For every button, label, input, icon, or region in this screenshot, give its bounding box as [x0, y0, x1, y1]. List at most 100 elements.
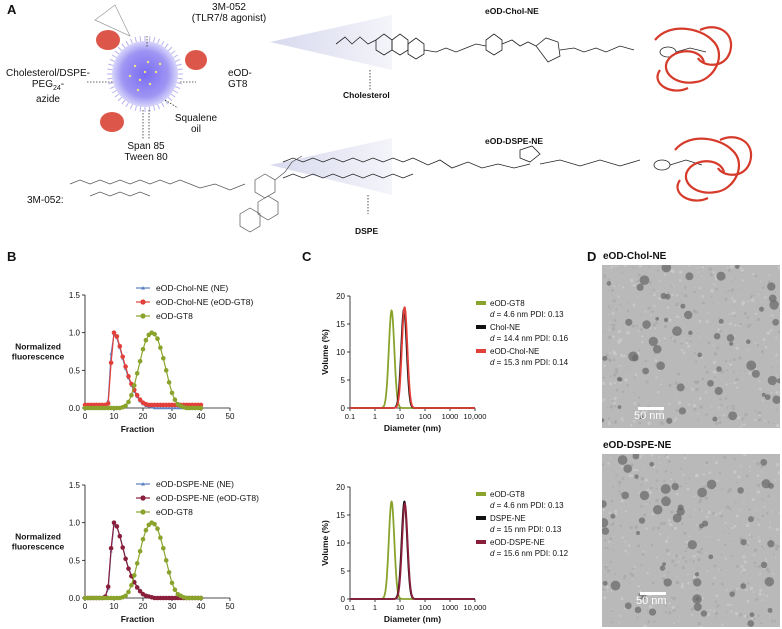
- data-point: [140, 346, 146, 352]
- data-point: [158, 535, 163, 541]
- series-line: [350, 309, 475, 409]
- data-point: [137, 358, 143, 364]
- data-point: [108, 545, 114, 551]
- y-tick-label: 5: [341, 567, 346, 576]
- series-line: [350, 307, 475, 409]
- legend-swatch: [476, 492, 486, 496]
- y-tick-label: 20: [336, 483, 345, 492]
- data-point: [111, 330, 117, 335]
- x-tick-label: 30: [168, 412, 177, 421]
- legend-marker: [140, 495, 146, 501]
- series-line: [85, 523, 201, 599]
- tem-bottom-title: eOD-DSPE-NE: [603, 440, 672, 451]
- protein-icon: [96, 30, 207, 132]
- nanoemulsion-particle: [107, 36, 183, 112]
- x-tick-label: 10: [110, 412, 119, 421]
- x-tick-label: 20: [139, 602, 148, 611]
- legend-label: eOD-DSPE-NE: [490, 538, 545, 547]
- y-tick-label: 5: [341, 376, 346, 385]
- legend-swatch: [476, 301, 486, 305]
- data-point: [126, 374, 131, 379]
- series-line: [350, 306, 475, 409]
- x-tick-label: 10,000: [464, 603, 487, 612]
- chol-ne-title: eOD-Chol-NE: [485, 6, 539, 16]
- x-axis-label: Fraction: [121, 424, 155, 434]
- data-point: [163, 558, 169, 563]
- data-point: [143, 337, 149, 343]
- panel-letter-c: C: [302, 249, 312, 264]
- chol-anchor-cone: [270, 15, 392, 70]
- series-line: [85, 521, 201, 599]
- legend-stats: d = 4.6 nm PDI: 0.13: [490, 501, 564, 510]
- legend-label: eOD-Chol-NE: [490, 347, 539, 356]
- y-tick-label: 1.0: [69, 329, 81, 338]
- series-line: [85, 521, 201, 599]
- y-tick-label: 15: [336, 511, 345, 520]
- legend-swatch: [476, 325, 486, 329]
- zoom-triangle: [94, 4, 131, 37]
- data-point: [143, 527, 149, 533]
- data-point: [198, 405, 204, 411]
- panel-a-schematic: [69, 4, 753, 233]
- x-tick-label: 40: [197, 412, 206, 421]
- y-tick-label: 1.0: [69, 519, 81, 528]
- y-tick-label: 0.0: [69, 404, 81, 413]
- scale-bar-label: 50 nm: [634, 410, 665, 422]
- series-line: [350, 502, 475, 600]
- legend-label: eOD-DSPE-NE (eOD-GT8): [156, 493, 259, 503]
- data-point: [158, 345, 163, 351]
- y-tick-label: 0: [341, 595, 346, 604]
- x-tick-label: 1000: [442, 603, 459, 612]
- data-point: [114, 524, 120, 529]
- surfactant-label: Span 85 Tween 80: [124, 141, 168, 163]
- legend-stats: d = 15.6 nm PDI: 0.12: [490, 549, 569, 558]
- antigen-label: eOD- GT8: [228, 68, 252, 90]
- y-tick-label: 15: [336, 320, 345, 329]
- data-point: [123, 364, 128, 369]
- y-axis-label: Volume (%): [320, 329, 330, 375]
- data-point: [172, 587, 178, 593]
- data-point: [155, 406, 160, 410]
- data-point: [132, 383, 137, 388]
- y-tick-label: 0: [341, 404, 346, 413]
- data-point: [132, 573, 137, 578]
- data-point: [169, 390, 175, 396]
- agonist-label: 3M-052 (TLR7/8 agonist): [181, 2, 277, 24]
- scale-bar: [640, 592, 666, 595]
- legend-marker: [140, 313, 146, 319]
- scale-bar: [638, 407, 664, 410]
- data-point: [166, 380, 172, 385]
- data-point: [126, 589, 131, 595]
- y-tick-label: 10: [336, 539, 345, 548]
- x-tick-label: 0.1: [345, 412, 355, 421]
- legend-label: eOD-DSPE-NE (NE): [156, 479, 234, 489]
- data-point: [137, 397, 143, 403]
- data-point: [173, 406, 177, 410]
- legend-marker: [140, 509, 146, 515]
- chart-b-bottom: 0 10 20 30 40 50 0.0 0.5 1.0 1.5 Fraction Normalize…: [12, 479, 259, 624]
- data-point: [134, 392, 140, 398]
- x-tick-label: 1: [373, 412, 377, 421]
- data-point: [169, 580, 175, 586]
- data-point: [117, 533, 123, 539]
- legend-swatch: [476, 516, 486, 520]
- data-point: [152, 521, 157, 527]
- legend-label: eOD-GT8: [490, 490, 525, 499]
- structure-label: 3M-052:: [27, 195, 64, 206]
- legend-label: eOD-Chol-NE (eOD-GT8): [156, 297, 253, 307]
- data-point: [129, 392, 134, 398]
- series-line: [350, 500, 475, 600]
- chart-b-top: 0 10 20 30 40 50 0.0 0.5 1.0 1.5 Fraction Normalize…: [12, 283, 254, 434]
- agonist-desc: (TLR7/8 agonist): [191, 13, 267, 24]
- x-tick-label: 20: [139, 412, 148, 421]
- panel-letter-a: A: [7, 2, 17, 17]
- data-point: [129, 582, 134, 588]
- y-tick-label: 0.5: [69, 366, 81, 375]
- data-point: [120, 354, 125, 360]
- oil-label: Squalene oil: [174, 113, 218, 135]
- series-line: [85, 331, 201, 406]
- y-tick-label: 1.5: [69, 291, 81, 300]
- legend-marker: [141, 482, 145, 486]
- data-point: [170, 406, 174, 410]
- x-tick-label: 10: [396, 412, 404, 421]
